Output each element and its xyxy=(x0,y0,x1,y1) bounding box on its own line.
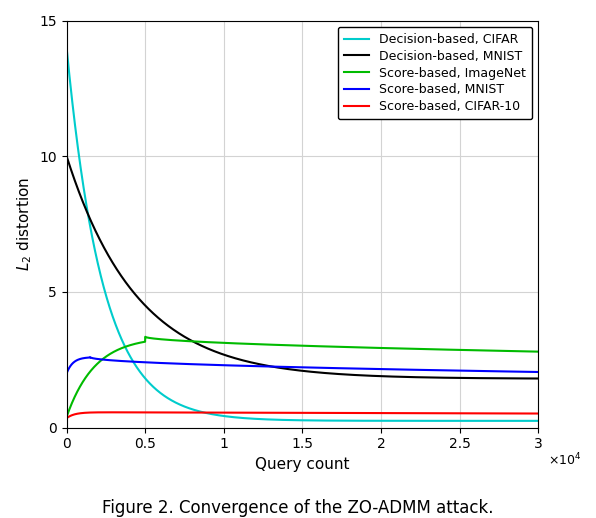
Score-based, ImageNet xyxy=(265,341,272,348)
Text: $\times10^4$: $\times10^4$ xyxy=(548,452,581,469)
Score-based, CIFAR-10 xyxy=(117,409,124,415)
Score-based, CIFAR-10 xyxy=(535,410,542,416)
Score-based, MNIST xyxy=(475,368,482,374)
Score-based, ImageNet xyxy=(526,348,533,354)
Score-based, CIFAR-10 xyxy=(63,415,70,421)
Score-based, MNIST xyxy=(117,358,124,364)
Decision-based, MNIST xyxy=(526,376,533,382)
Line: Score-based, CIFAR-10: Score-based, CIFAR-10 xyxy=(67,412,538,418)
Decision-based, MNIST xyxy=(63,153,70,160)
Score-based, MNIST xyxy=(86,354,94,360)
Score-based, ImageNet xyxy=(63,414,70,420)
Score-based, CIFAR-10 xyxy=(145,409,152,415)
Decision-based, CIFAR xyxy=(244,415,251,422)
Score-based, CIFAR-10 xyxy=(107,409,114,415)
Decision-based, CIFAR xyxy=(535,418,542,424)
Score-based, ImageNet xyxy=(117,346,124,352)
Score-based, MNIST xyxy=(265,363,272,369)
Score-based, CIFAR-10 xyxy=(244,410,251,416)
Line: Decision-based, MNIST: Decision-based, MNIST xyxy=(67,156,538,379)
Y-axis label: $L_2$ distortion: $L_2$ distortion xyxy=(15,177,34,271)
Decision-based, MNIST xyxy=(145,306,152,312)
X-axis label: Query count: Query count xyxy=(255,457,350,472)
Decision-based, CIFAR xyxy=(63,45,70,51)
Score-based, MNIST xyxy=(526,369,533,375)
Score-based, MNIST xyxy=(63,370,70,377)
Decision-based, CIFAR xyxy=(474,418,482,424)
Decision-based, CIFAR xyxy=(117,334,124,340)
Score-based, CIFAR-10 xyxy=(526,410,533,416)
Score-based, ImageNet xyxy=(145,335,152,341)
Score-based, ImageNet xyxy=(142,334,149,340)
Decision-based, MNIST xyxy=(474,375,482,381)
Text: Figure 2. Convergence of the ZO-ADMM attack.: Figure 2. Convergence of the ZO-ADMM att… xyxy=(103,499,493,517)
Line: Score-based, MNIST: Score-based, MNIST xyxy=(67,357,538,373)
Score-based, ImageNet xyxy=(244,341,251,347)
Line: Score-based, ImageNet: Score-based, ImageNet xyxy=(67,337,538,417)
Score-based, MNIST xyxy=(244,363,251,369)
Legend: Decision-based, CIFAR, Decision-based, MNIST, Score-based, ImageNet, Score-based: Decision-based, CIFAR, Decision-based, M… xyxy=(338,27,532,119)
Score-based, ImageNet xyxy=(475,347,482,353)
Score-based, MNIST xyxy=(145,359,152,366)
Decision-based, CIFAR xyxy=(526,418,533,424)
Line: Decision-based, CIFAR: Decision-based, CIFAR xyxy=(67,48,538,421)
Decision-based, CIFAR xyxy=(265,416,272,423)
Decision-based, MNIST xyxy=(265,363,272,369)
Decision-based, MNIST xyxy=(244,358,251,365)
Decision-based, MNIST xyxy=(117,271,124,278)
Score-based, CIFAR-10 xyxy=(265,410,272,416)
Score-based, CIFAR-10 xyxy=(475,410,482,416)
Decision-based, MNIST xyxy=(535,376,542,382)
Score-based, MNIST xyxy=(535,369,542,375)
Score-based, ImageNet xyxy=(535,349,542,355)
Decision-based, CIFAR xyxy=(145,379,152,385)
